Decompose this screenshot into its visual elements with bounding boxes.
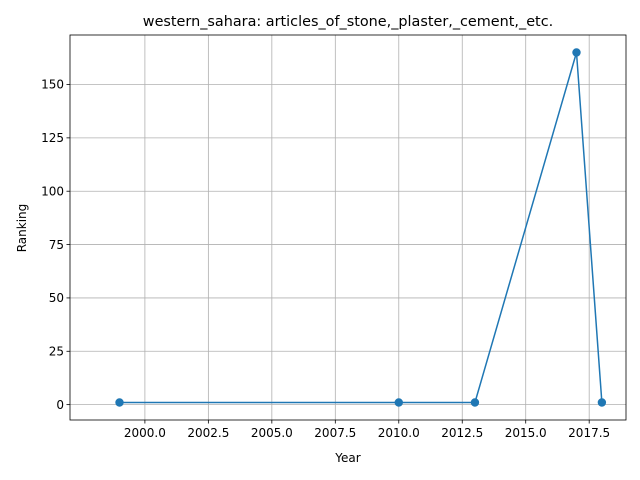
grid-lines	[70, 35, 626, 420]
data-point	[394, 398, 403, 407]
x-tick-label: 2005.0	[251, 426, 293, 440]
x-tick-label: 2015.0	[505, 426, 547, 440]
data-point	[572, 48, 581, 57]
y-tick-label: 125	[41, 131, 64, 145]
y-tick-label: 25	[49, 344, 64, 358]
series-layer	[115, 48, 607, 407]
x-tick-label: 2012.5	[441, 426, 483, 440]
data-point	[597, 398, 607, 407]
y-tick-label: 0	[56, 398, 64, 412]
chart-title: western_sahara: articles_of_stone,_plast…	[143, 14, 553, 30]
plot-frame	[69, 34, 627, 421]
y-tick-label: 75	[49, 238, 64, 252]
x-tick-label: 2002.5	[187, 426, 229, 440]
y-tick-label: 50	[49, 291, 64, 305]
data-point	[115, 398, 124, 407]
x-axis-ticks: 2000.0 2002.5 2005.0 2007.5 2010.0 2012.5 2015…	[124, 420, 610, 440]
x-tick-label: 2017.5	[568, 426, 610, 440]
y-axis-label: Ranking	[15, 204, 29, 253]
x-tick-label: 2007.5	[314, 426, 356, 440]
y-tick-label: 100	[41, 184, 64, 198]
x-tick-label: 2010.0	[378, 426, 420, 440]
x-axis-label: Year	[334, 451, 360, 465]
data-point	[470, 398, 480, 407]
y-tick-label: 150	[41, 78, 64, 92]
x-tick-label: 2000.0	[124, 426, 166, 440]
y-axis-ticks: 0 25 50 75 100 125 150	[41, 78, 70, 412]
